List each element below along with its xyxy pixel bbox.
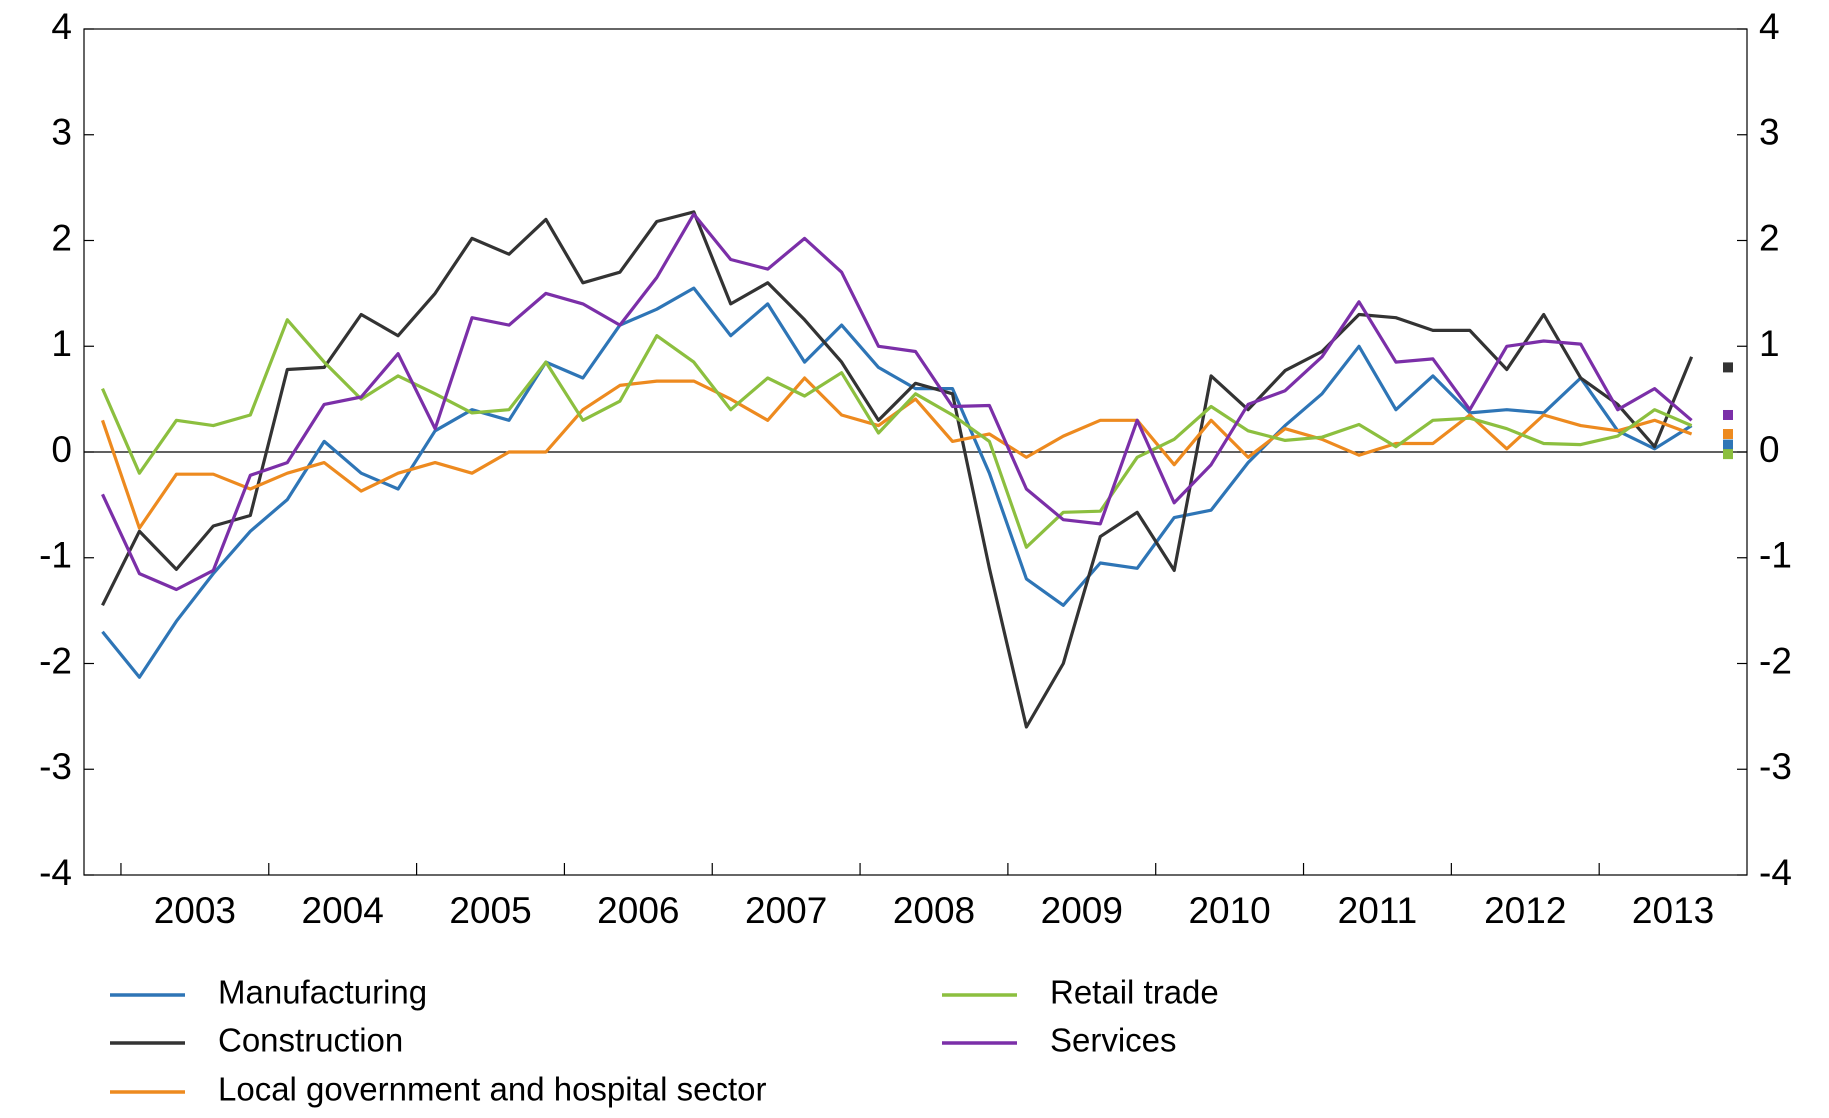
end-marker [1723, 439, 1733, 450]
y2-tick-label: 1 [1759, 323, 1780, 364]
x-tick-label: 2013 [1632, 890, 1714, 931]
y-tick-label: -2 [39, 640, 72, 681]
x-tick-label: 2005 [449, 890, 531, 931]
y2-tick-label: 4 [1759, 6, 1780, 47]
y2-tick-label: 3 [1759, 112, 1780, 153]
series-line [101, 210, 1694, 729]
x-tick-label: 2010 [1188, 890, 1270, 931]
x-tick-label: 2009 [1041, 890, 1123, 931]
x-tick-label: 2011 [1338, 890, 1418, 931]
legend-label: Manufacturing [218, 974, 427, 1011]
x-tick-label: 2012 [1484, 890, 1566, 931]
y2-tick-label: -4 [1759, 852, 1792, 893]
y2-tick-label: -1 [1759, 535, 1792, 576]
y-tick-label: 4 [51, 6, 72, 47]
y-tick-label: 3 [51, 112, 72, 153]
y-tick-label: 1 [51, 323, 72, 364]
x-tick-label: 2004 [302, 890, 384, 931]
x-tick-label: 2007 [745, 890, 827, 931]
series-line [101, 286, 1693, 679]
x-tick-label: 2003 [154, 890, 236, 931]
y2-tick-label: -3 [1759, 746, 1792, 787]
legend-label: Services [1050, 1022, 1177, 1059]
series-line [101, 212, 1693, 592]
y-tick-label: -3 [39, 746, 72, 787]
y-tick-label: -4 [39, 852, 72, 893]
series-line [101, 318, 1693, 549]
end-marker [1723, 409, 1733, 420]
end-marker [1723, 429, 1733, 440]
y-tick-label: -1 [39, 535, 72, 576]
y2-tick-label: -2 [1759, 640, 1792, 681]
x-tick-label: 2008 [893, 890, 975, 931]
legend-label: Local government and hospital sector [218, 1071, 767, 1108]
y2-tick-label: 2 [1759, 217, 1780, 258]
y-tick-label: 2 [51, 217, 72, 258]
end-marker [1723, 449, 1733, 460]
legend-label: Retail trade [1050, 974, 1219, 1011]
legend-label: Construction [218, 1022, 403, 1059]
y2-tick-label: 0 [1759, 429, 1780, 470]
x-tick-label: 2006 [597, 890, 679, 931]
end-marker [1723, 362, 1733, 373]
y-tick-label: 0 [51, 429, 72, 470]
